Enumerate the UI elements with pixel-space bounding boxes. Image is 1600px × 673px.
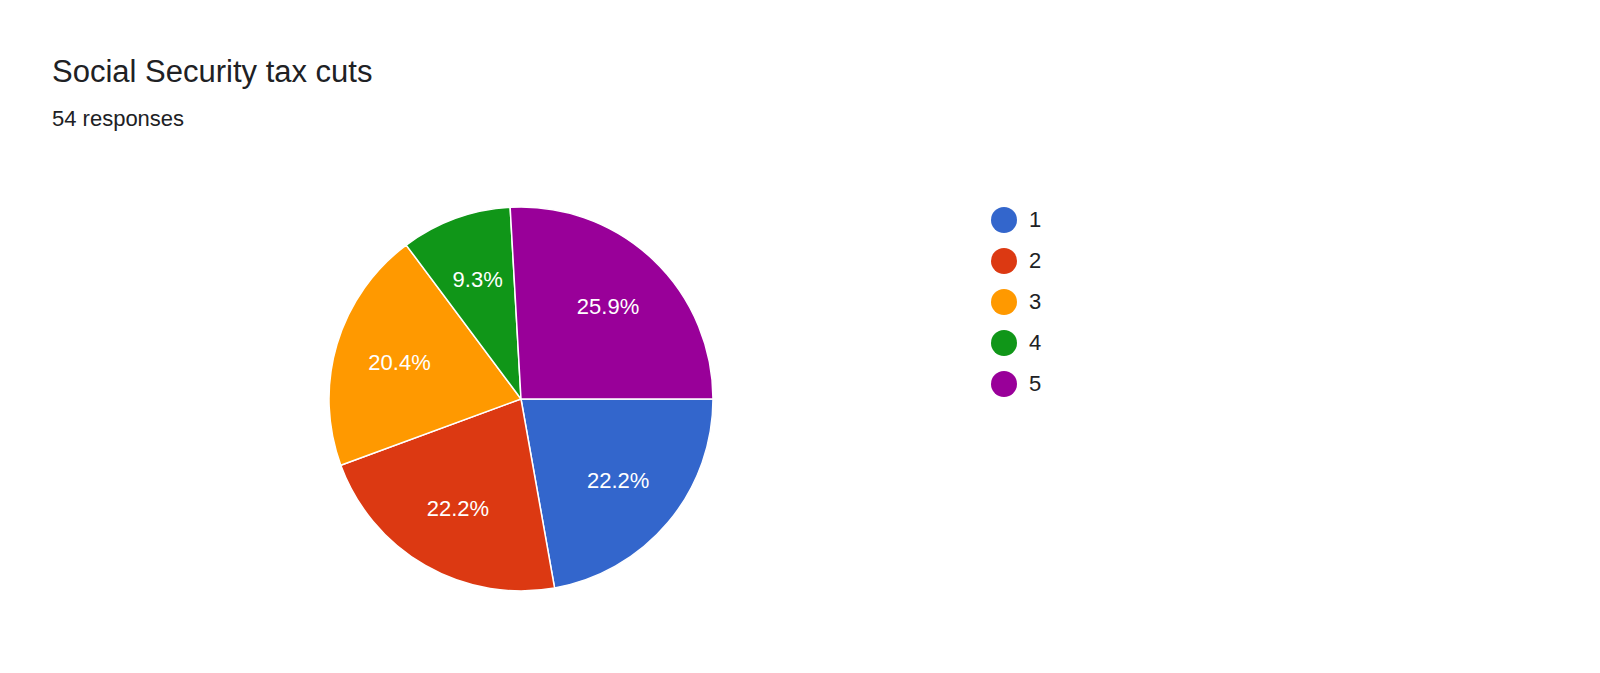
svg-text:25.9%: 25.9% xyxy=(577,294,639,319)
svg-text:20.4%: 20.4% xyxy=(368,350,430,375)
svg-text:22.2%: 22.2% xyxy=(427,496,489,521)
html-text:1: 1 xyxy=(1029,207,1042,233)
html-text:4: 4 xyxy=(1029,329,1042,355)
html-text:5: 5 xyxy=(1029,370,1042,396)
html-text:Social Security tax cuts: Social Security tax cuts xyxy=(52,54,373,89)
html-text:54 responses: 54 responses xyxy=(52,106,185,131)
html-text:2: 2 xyxy=(1029,248,1042,274)
svg-text:22.2%: 22.2% xyxy=(587,468,649,493)
html-text:3: 3 xyxy=(1029,289,1042,314)
svg-text:9.3%: 9.3% xyxy=(453,267,503,292)
